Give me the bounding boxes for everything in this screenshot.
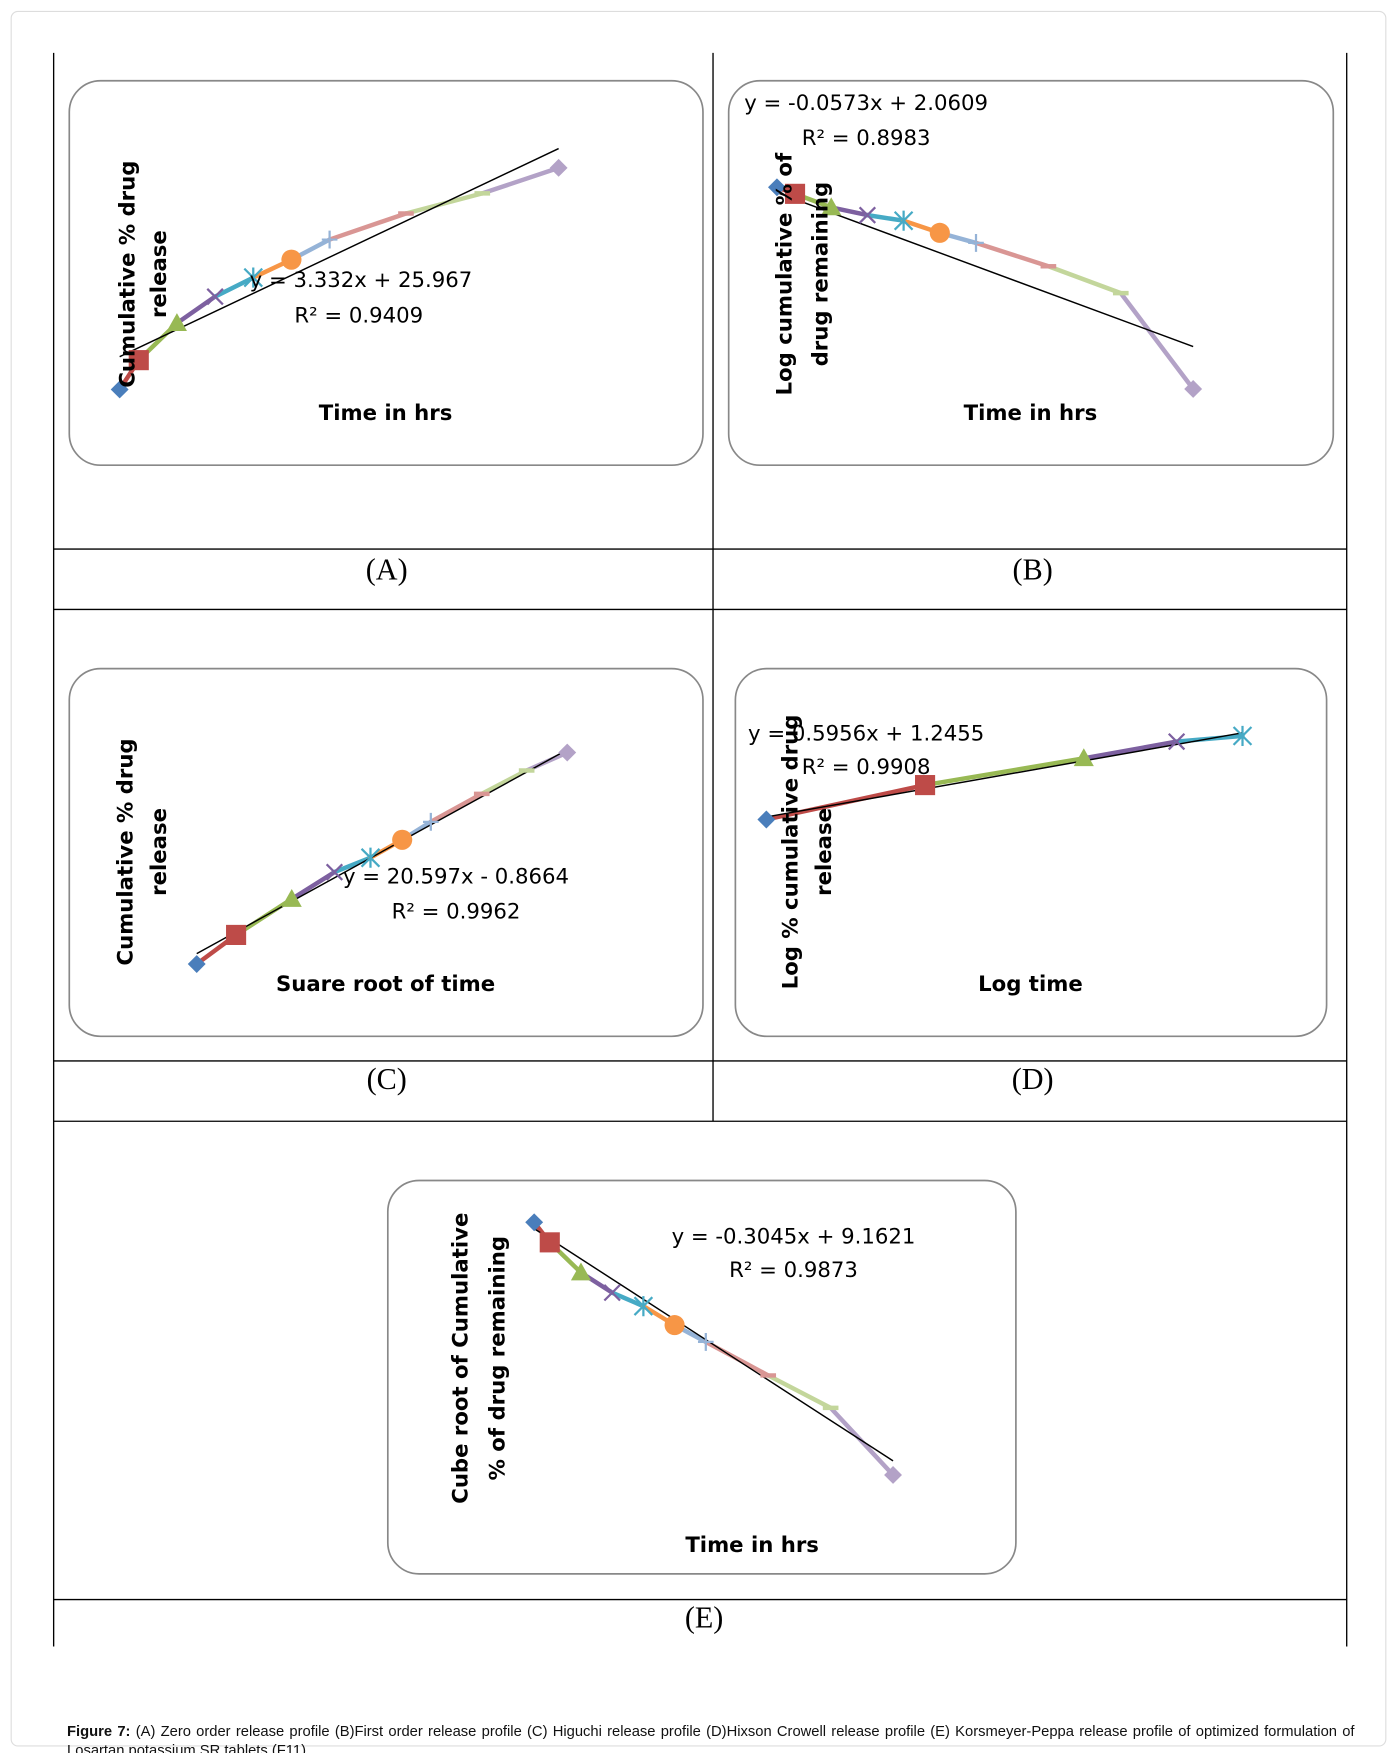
marker-diamond: [525, 1213, 544, 1232]
panel-label: (C): [367, 1062, 407, 1096]
marker-diamond: [1184, 380, 1203, 398]
series-segment: [479, 768, 529, 797]
marker-star: [360, 847, 381, 868]
series-segment: [1081, 739, 1179, 761]
r-squared: R² = 0.9962: [392, 899, 521, 924]
chart-2: [187, 743, 577, 973]
series-segment: [703, 1339, 771, 1378]
equation: y = -0.3045x + 9.1621: [672, 1224, 916, 1249]
marker-square: [784, 183, 806, 204]
chart-0: [110, 147, 568, 399]
series-segment: [327, 211, 409, 242]
y-axis-title: Cumulative % drug: [116, 161, 141, 388]
marker-triangle: [281, 888, 302, 907]
y-axis-title: % of drug remaining: [485, 1236, 510, 1480]
trendline: [533, 1228, 894, 1462]
equation: y = -0.0573x + 2.0609: [744, 91, 988, 116]
r-squared: R² = 0.9873: [729, 1258, 858, 1283]
y-axis-title: Log cumulative % of: [773, 152, 798, 395]
caption-text: (A) Zero order release profile (B)First …: [67, 1722, 1355, 1753]
y-axis-title: drug remaining: [808, 182, 833, 367]
marker-star: [633, 1296, 654, 1317]
caption: Figure 7: (A) Zero order release profile…: [67, 1721, 1354, 1753]
equation: y = 3.332x + 25.967: [250, 268, 473, 293]
marker-star: [243, 267, 263, 288]
marker-plus: [423, 812, 439, 831]
r-squared: R² = 0.8983: [802, 126, 931, 151]
x-axis-title: Log time: [978, 972, 1083, 997]
marker-triangle: [1073, 748, 1094, 767]
series-segment: [174, 294, 218, 326]
panel-label: (E): [685, 1601, 724, 1635]
chart-4: [525, 1213, 902, 1484]
y-axis-title: release: [147, 808, 172, 896]
y-axis-title: Log % cumulative drug: [778, 715, 803, 990]
trendline: [119, 147, 559, 358]
series-segment: [289, 869, 337, 902]
y-axis-title: Cube root of Cumulative: [449, 1213, 474, 1504]
caption-box: Figure 7: (A) Zero order release profile…: [67, 1721, 1354, 1753]
series-segment: [480, 165, 561, 196]
series-segment: [212, 275, 256, 299]
marker-plus: [697, 1332, 714, 1351]
marker-plus: [321, 230, 338, 249]
marker-x: [325, 863, 344, 881]
marker-square: [539, 1232, 560, 1253]
marker-circle: [664, 1315, 685, 1336]
marker-triangle: [166, 313, 187, 332]
marker-square: [226, 924, 247, 945]
series-segment: [922, 756, 1087, 788]
marker-diamond: [768, 178, 786, 197]
trendline: [776, 191, 1194, 348]
x-axis-title: Time in hrs: [685, 1533, 819, 1558]
equation: y = 0.5956x + 1.2455: [748, 722, 984, 747]
marker-circle: [392, 829, 413, 850]
series-segment: [428, 791, 484, 825]
series-segment: [332, 855, 373, 875]
series-segment: [765, 1373, 833, 1411]
x-axis-title: Time in hrs: [964, 401, 1098, 426]
marker-x: [858, 206, 877, 224]
y-axis-title: Cumulative % drug: [113, 738, 138, 965]
marker-triangle: [570, 1262, 592, 1281]
marker-square: [915, 775, 936, 796]
trendline: [196, 749, 568, 955]
r-squared: R² = 0.9908: [802, 755, 931, 780]
marker-x: [206, 287, 224, 306]
marker-star: [893, 210, 914, 231]
marker-diamond: [757, 810, 776, 829]
panel-label: (D): [1012, 1062, 1054, 1096]
panel-label: (B): [1013, 552, 1053, 586]
chart-1: [768, 178, 1203, 398]
marker-circle: [281, 249, 302, 270]
marker-x: [1167, 732, 1186, 751]
marker-plus: [968, 233, 984, 252]
marker-diamond: [187, 955, 206, 973]
table-grid: [52, 52, 1348, 1647]
series-segment: [973, 240, 1051, 269]
y-axis-title: release: [147, 230, 172, 318]
trendline: [766, 732, 1243, 818]
marker-diamond: [549, 158, 568, 177]
equation: y = 20.597x - 0.8664: [343, 865, 569, 890]
caption-label: Figure 7:: [67, 1722, 131, 1740]
r-squared: R² = 0.9409: [294, 304, 423, 329]
marker-star: [1232, 725, 1253, 747]
x-axis-title: Time in hrs: [319, 401, 453, 426]
series-segment: [1046, 264, 1124, 296]
panel-label: (A): [366, 552, 408, 586]
marker-circle: [929, 222, 950, 243]
marker-square: [128, 350, 149, 371]
y-axis-title: release: [812, 808, 837, 896]
series-segment: [609, 1290, 646, 1309]
series-segment: [865, 212, 906, 223]
x-axis-title: Suare root of time: [276, 972, 495, 997]
marker-x: [603, 1284, 621, 1302]
chart-3: [757, 725, 1253, 829]
marker-diamond: [558, 743, 577, 762]
series-segment: [1118, 290, 1196, 392]
marker-diamond: [884, 1466, 902, 1484]
marker-triangle: [821, 197, 842, 216]
